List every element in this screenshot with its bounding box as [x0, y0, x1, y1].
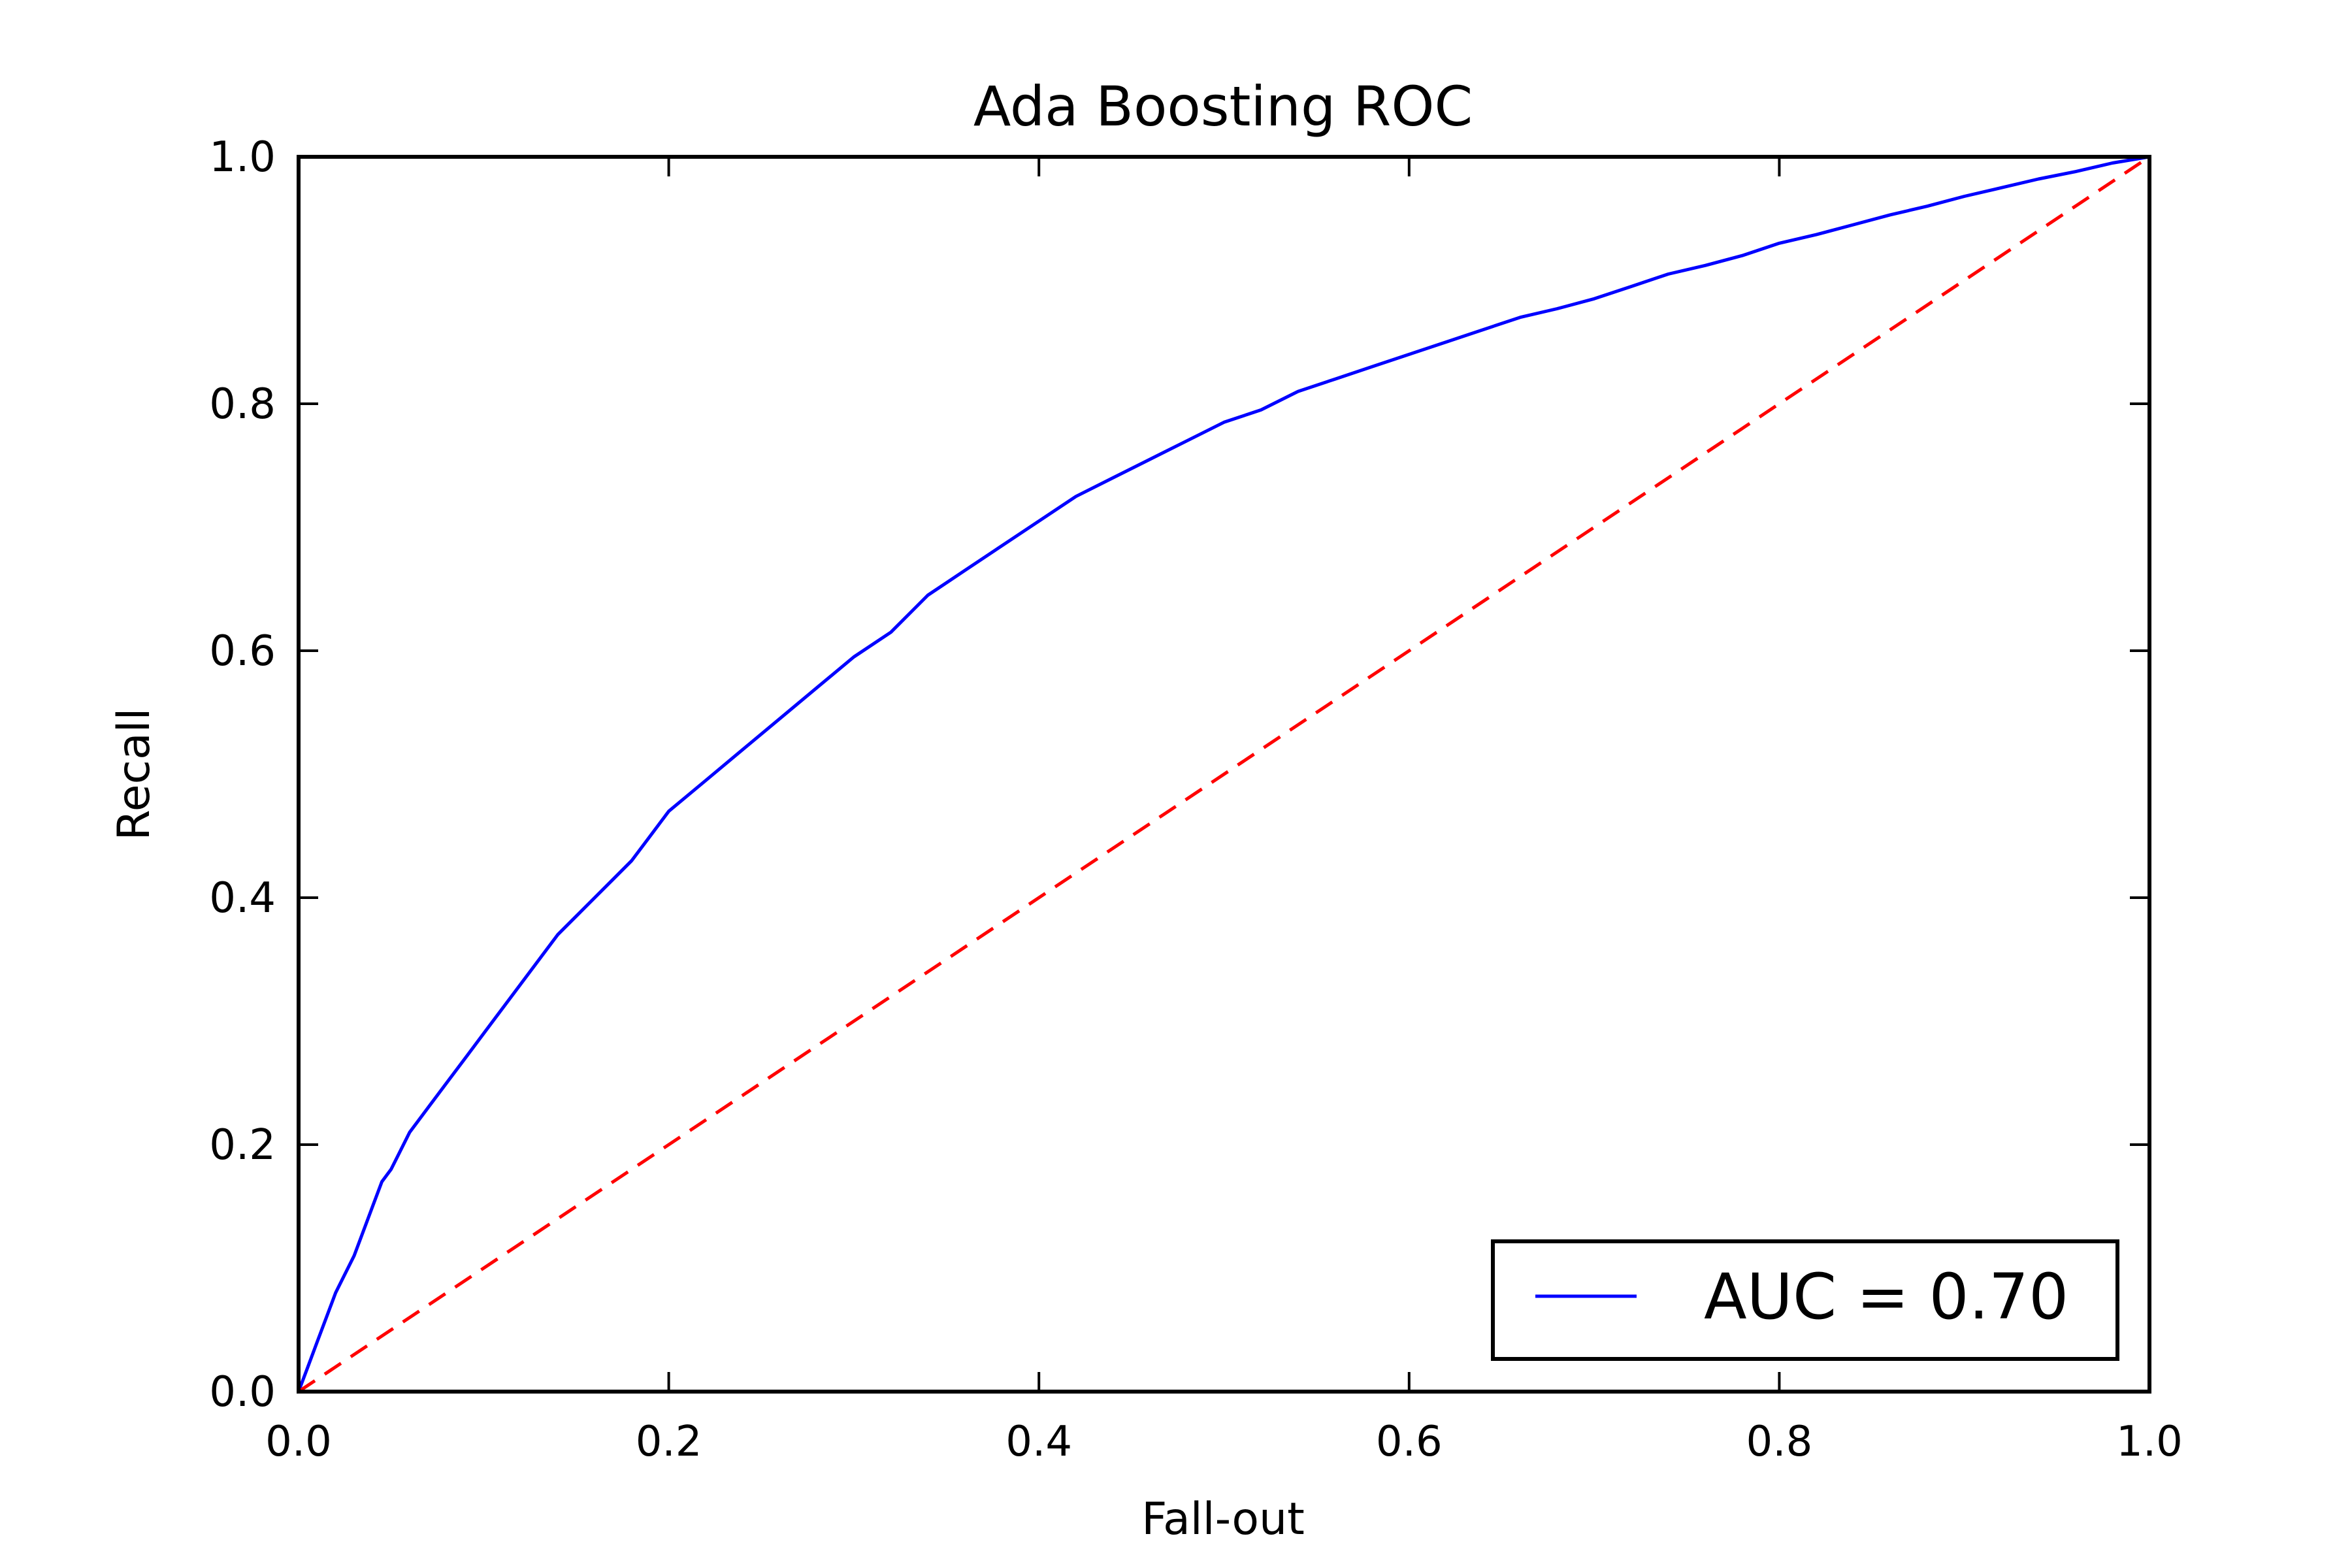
y-tick-label: 1.0: [209, 133, 276, 182]
legend-box: [1491, 1239, 2119, 1361]
y-tick-label: 0.0: [209, 1368, 276, 1416]
legend-label-auc: AUC = 0.70: [1704, 1260, 2068, 1333]
x-axis-label: Fall-out: [1141, 1494, 1305, 1545]
y-axis-label: Recall: [108, 708, 160, 841]
x-tick-label: 0.6: [1376, 1418, 1443, 1466]
y-tick-label: 0.4: [209, 874, 276, 923]
axis-ticks: 0.0 0.2 0.4 0.6 0.8 1.0 0.0 0.2 0.4 0.6 0.8 1.0: [209, 133, 2183, 1466]
diagonal-reference-line: [297, 155, 2151, 1394]
y-tick-label: 0.8: [209, 380, 276, 429]
y-tick-label: 0.6: [209, 627, 276, 676]
x-tick-label: 1.0: [2116, 1418, 2183, 1466]
x-tick-label: 0.2: [636, 1418, 702, 1466]
x-tick-label: 0.8: [1746, 1418, 1813, 1466]
chart-title: Ada Boosting ROC: [973, 74, 1473, 139]
roc-curve-line: [297, 155, 2150, 1392]
x-tick-label: 0.0: [265, 1418, 332, 1466]
plot-series: [297, 155, 2151, 1394]
y-tick-label: 0.2: [209, 1121, 276, 1169]
legend: AUC = 0.70: [1491, 1239, 2119, 1361]
x-tick-label: 0.4: [1005, 1418, 1072, 1466]
plot-frame: [297, 155, 2151, 1394]
